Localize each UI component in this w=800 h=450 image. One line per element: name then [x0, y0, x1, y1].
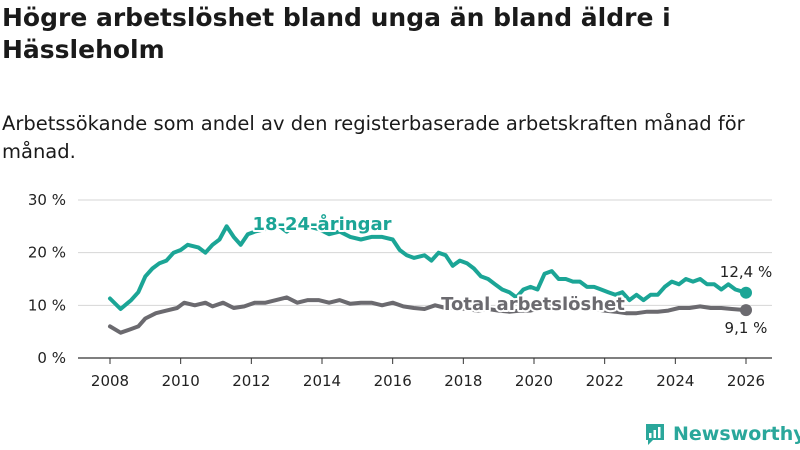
y-tick-label: 30 % [28, 191, 66, 209]
grid-lines [78, 199, 772, 359]
series-end-point-0 [740, 286, 752, 299]
series-line-1 [108, 295, 748, 335]
y-tick-label: 0 % [37, 349, 66, 367]
end-value-label-1: 9,1 % [725, 319, 768, 337]
chart-subtitle: Arbetssökande som andel av den registerb… [2, 112, 745, 163]
series-layer [108, 221, 752, 335]
x-tick-label: 2026 [727, 372, 765, 390]
label-layer: 18-24-åringar Total arbetslöshet 12,4 % 9,1… [251, 211, 774, 339]
series-name-label-1: Total arbetslöshet [441, 294, 625, 315]
axis: 0 % 10 % 20 % 30 % 2008 2010 2012 2014 2016 2018 2… [28, 191, 765, 390]
x-tick-label: 2014 [303, 372, 341, 390]
bar-chart-icon [644, 422, 666, 446]
x-tick-label: 2016 [374, 372, 412, 390]
y-tick-label: 20 % [28, 244, 66, 262]
y-tick-label: 10 % [28, 296, 66, 314]
x-tick-label: 2010 [162, 372, 200, 390]
x-tick-label: 2008 [91, 372, 129, 390]
x-tick-label: 2018 [444, 372, 482, 390]
brand-name: Newsworthy [673, 423, 800, 445]
x-tick-label: 2022 [586, 372, 624, 390]
series-name-label-0: 18-24-åringar [253, 213, 392, 235]
series-end-point-1 [740, 304, 752, 317]
end-value-label-0: 12,4 % [720, 263, 772, 281]
newsworthy-logo: Newsworthy [644, 420, 800, 448]
chart-title: Högre arbetslöshet bland unga än bland ä… [2, 3, 671, 64]
x-tick-label: 2012 [232, 372, 270, 390]
x-tick-label: 2024 [656, 372, 694, 390]
series-line-0 [108, 221, 748, 311]
x-tick-label: 2020 [515, 372, 553, 390]
